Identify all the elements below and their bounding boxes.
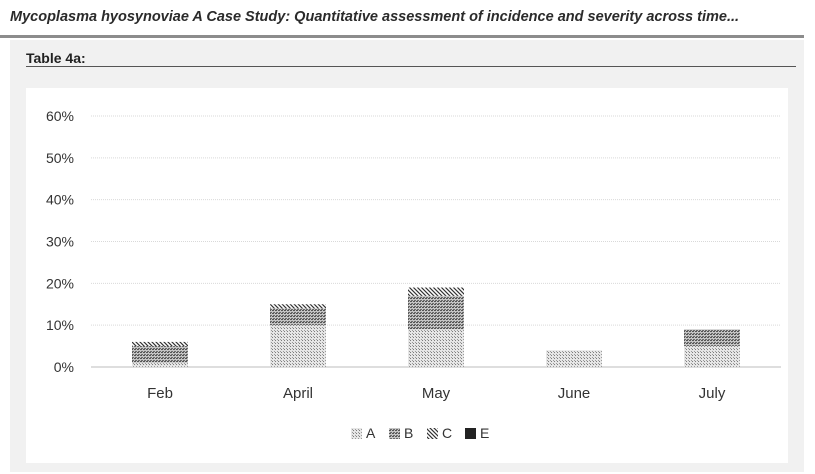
table-label: Table 4a: bbox=[26, 50, 86, 66]
bar-segment-c bbox=[132, 341, 188, 347]
legend-swatch bbox=[351, 428, 362, 439]
bar-segment-b bbox=[684, 329, 740, 347]
legend-entry: B bbox=[404, 425, 413, 441]
stacked-bar-chart: 0% 10% 20% 30% 40% 50% 60% Feb April May June July… bbox=[46, 108, 781, 441]
table-label-divider bbox=[26, 66, 796, 67]
bar-segment-a bbox=[132, 362, 188, 367]
plot-area: 0% 10% 20% 30% 40% 50% 60% Feb April May June July… bbox=[26, 88, 788, 463]
chart-panel: Table 4a: bbox=[10, 40, 804, 472]
y-tick-label: 40% bbox=[46, 192, 74, 208]
x-tick-label: June bbox=[558, 385, 591, 402]
x-tick-label: May bbox=[422, 385, 451, 402]
bar-segment-c bbox=[270, 304, 326, 309]
x-tick-label: July bbox=[699, 385, 726, 402]
y-tick-label: 10% bbox=[46, 317, 74, 333]
x-tick-label: April bbox=[283, 385, 313, 402]
bar-segment-a bbox=[270, 325, 326, 367]
y-tick-label: 50% bbox=[46, 150, 74, 166]
header-divider bbox=[0, 35, 804, 38]
y-tick-label: 30% bbox=[46, 234, 74, 250]
legend-swatch bbox=[389, 428, 400, 439]
legend-entry: C bbox=[442, 425, 452, 441]
bar-segment-b bbox=[132, 346, 188, 363]
y-tick-label: 0% bbox=[54, 359, 74, 375]
y-tick-label: 60% bbox=[46, 108, 74, 124]
x-tick-label: Feb bbox=[147, 385, 173, 402]
page-title: Mycoplasma hyosynoviae A Case Study: Qua… bbox=[10, 9, 740, 25]
bar-segment-a bbox=[684, 346, 740, 367]
bar-segment-b bbox=[408, 295, 464, 330]
legend-swatch bbox=[427, 428, 438, 439]
legend-entry: A bbox=[366, 425, 376, 441]
y-tick-label: 20% bbox=[46, 275, 74, 291]
bar-segment-c bbox=[408, 287, 464, 296]
bar-segment-a bbox=[408, 329, 464, 367]
page-header: Mycoplasma hyosynoviae A Case Study: Qua… bbox=[0, 0, 815, 38]
bar-segment-b bbox=[270, 308, 326, 326]
bar-segment-a bbox=[546, 350, 602, 367]
legend-swatch bbox=[465, 428, 476, 439]
legend-entry: E bbox=[480, 425, 489, 441]
